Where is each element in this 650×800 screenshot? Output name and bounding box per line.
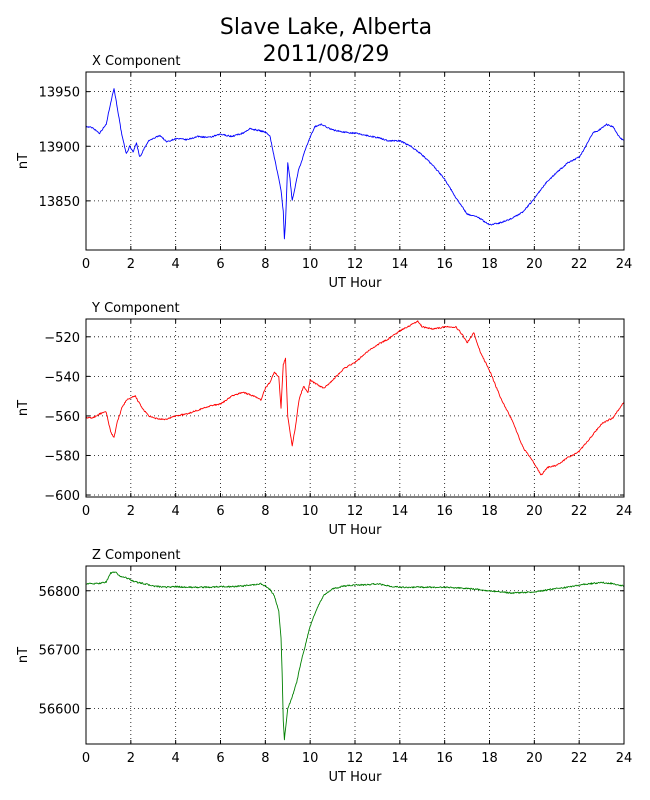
y-component-xtick-label-1: 2: [127, 504, 135, 519]
z-component-xtick-label-1: 2: [127, 751, 135, 766]
x-component-xaxis-label: UT Hour: [329, 276, 383, 291]
y-component-xtick-label-4: 8: [261, 504, 269, 519]
y-component-xtick-label-9: 18: [481, 504, 498, 519]
z-component-title: Z Component: [92, 548, 181, 563]
y-component-xtick-label-8: 16: [436, 504, 453, 519]
x-component-xtick-label-10: 20: [526, 257, 543, 272]
z-component-xtick-label-0: 0: [82, 751, 90, 766]
y-component-xtick-label-11: 22: [571, 504, 588, 519]
y-component-xaxis-label: UT Hour: [329, 523, 383, 538]
x-component-xtick-label-12: 24: [616, 257, 633, 272]
z-component-ytick-label-0: 56600: [39, 703, 80, 718]
y-component-ytick-label-4: −520: [44, 331, 80, 346]
x-component-ytick-label-0: 13850: [39, 195, 80, 210]
figure-title-location: Slave Lake, Alberta: [220, 15, 432, 40]
x-component-xtick-label-6: 12: [347, 257, 364, 272]
x-component-xtick-label-11: 22: [571, 257, 588, 272]
z-component-xtick-label-5: 10: [302, 751, 319, 766]
y-component-yaxis-label: nT: [16, 400, 31, 416]
z-component-xtick-label-8: 16: [436, 751, 453, 766]
y-component-ytick-label-2: −560: [44, 410, 80, 425]
x-component-series-line: [85, 88, 625, 240]
z-component-xtick-label-11: 22: [571, 751, 588, 766]
y-component-xtick-label-6: 12: [347, 504, 364, 519]
x-component-xtick-label-9: 18: [481, 257, 498, 272]
y-component-xtick-label-5: 10: [302, 504, 319, 519]
z-component-xtick-label-12: 24: [616, 751, 633, 766]
z-component-series-line: [85, 571, 625, 741]
z-component-xtick-label-4: 8: [261, 751, 269, 766]
figure-title-date: 2011/08/29: [263, 42, 390, 67]
y-component-series-line: [85, 320, 625, 476]
x-component-xtick-label-5: 10: [302, 257, 319, 272]
z-component-xtick-label-6: 12: [347, 751, 364, 766]
x-component-xtick-label-3: 6: [216, 257, 224, 272]
y-component-ytick-label-3: −540: [44, 370, 80, 385]
x-component-title: X Component: [92, 54, 181, 69]
x-component-ytick-label-1: 13900: [39, 140, 80, 155]
x-component-xtick-label-2: 4: [172, 257, 180, 272]
x-component-xtick-label-7: 14: [392, 257, 409, 272]
z-component-xtick-label-3: 6: [216, 751, 224, 766]
z-component-ytick-label-1: 56700: [39, 644, 80, 659]
x-component-xtick-label-8: 16: [436, 257, 453, 272]
y-component-xtick-label-2: 4: [172, 504, 180, 519]
z-component-xtick-label-10: 20: [526, 751, 543, 766]
x-component-ytick-label-2: 13950: [39, 86, 80, 101]
z-component-xtick-label-2: 4: [172, 751, 180, 766]
x-component-yaxis-label: nT: [16, 153, 31, 169]
z-component-yaxis-label: nT: [16, 647, 31, 663]
x-component-xtick-label-4: 8: [261, 257, 269, 272]
y-component-xtick-label-3: 6: [216, 504, 224, 519]
z-component-xtick-label-7: 14: [392, 751, 409, 766]
y-component-xtick-label-0: 0: [82, 504, 90, 519]
z-component-ytick-label-2: 56800: [39, 585, 80, 600]
y-component-xtick-label-10: 20: [526, 504, 543, 519]
y-component-xtick-label-12: 24: [616, 504, 633, 519]
x-component-xtick-label-0: 0: [82, 257, 90, 272]
y-component-title: Y Component: [91, 301, 180, 316]
y-component-xtick-label-7: 14: [392, 504, 409, 519]
y-component-ytick-label-1: −580: [44, 449, 80, 464]
y-component-ytick-label-0: −600: [44, 489, 80, 504]
z-component-xaxis-label: UT Hour: [329, 770, 383, 785]
x-component-xtick-label-1: 2: [127, 257, 135, 272]
z-component-xtick-label-9: 18: [481, 751, 498, 766]
